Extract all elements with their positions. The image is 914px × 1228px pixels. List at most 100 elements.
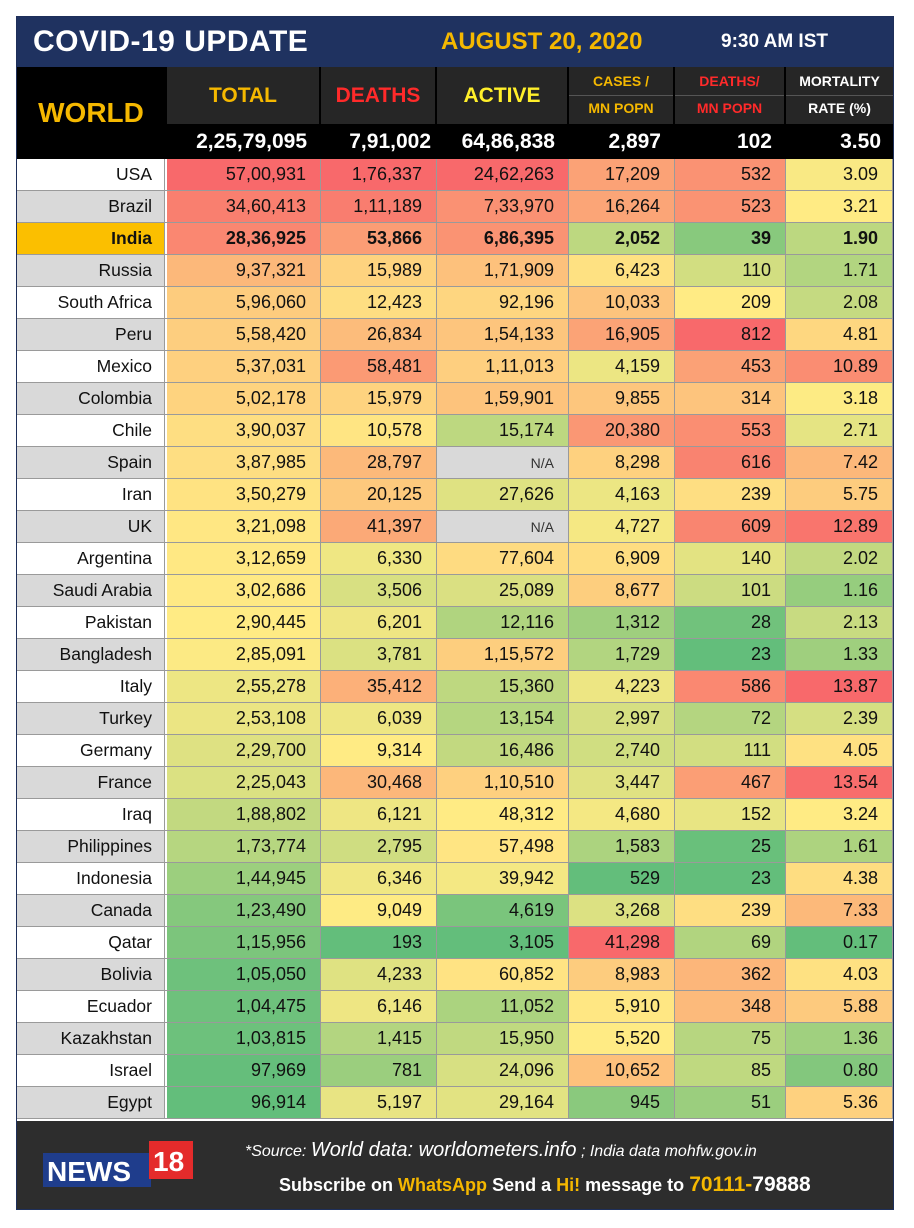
cell-total: 57,00,931: [167, 159, 321, 190]
header-divider: [569, 95, 673, 96]
table-row: Saudi Arabia 3,02,686 3,506 25,089 8,677 101 1…: [17, 575, 893, 607]
report-date: AUGUST 20, 2020: [441, 28, 643, 55]
cell-country: Qatar: [17, 927, 165, 958]
cell-deaths: 6,201: [321, 607, 437, 638]
source-world: World data: worldometers.info: [310, 1139, 577, 1161]
cell-active: 92,196: [437, 287, 569, 318]
cell-country: Mexico: [17, 351, 165, 382]
cell-deaths: 41,397: [321, 511, 437, 542]
cell-total: 1,44,945: [167, 863, 321, 894]
source-note: *Source: World data: worldometers.info ;…: [245, 1139, 757, 1162]
cell-cases-per-mn: 10,652: [569, 1055, 675, 1086]
cell-deaths: 15,989: [321, 255, 437, 286]
cell-total: 2,85,091: [167, 639, 321, 670]
cell-country: Canada: [17, 895, 165, 926]
cell-mortality: 1.33: [786, 639, 893, 670]
world-total-deaths: 7,91,002: [349, 129, 431, 153]
cell-mortality: 4.81: [786, 319, 893, 350]
news18-logo: NEWS 18: [43, 1141, 193, 1187]
cell-total: 2,25,043: [167, 767, 321, 798]
logo-number: 18: [153, 1146, 184, 1177]
cell-cases-per-mn: 16,264: [569, 191, 675, 222]
cell-deaths: 1,76,337: [321, 159, 437, 190]
cell-total: 9,37,321: [167, 255, 321, 286]
cell-country: Germany: [17, 735, 165, 766]
cell-cases-per-mn: 4,223: [569, 671, 675, 702]
cell-total: 1,04,475: [167, 991, 321, 1022]
cell-mortality: 7.42: [786, 447, 893, 478]
table-row: Argentina 3,12,659 6,330 77,604 6,909 140 2.02: [17, 543, 893, 575]
cell-cases-per-mn: 5,910: [569, 991, 675, 1022]
cell-country: Kazakhstan: [17, 1023, 165, 1054]
cell-cases-per-mn: 16,905: [569, 319, 675, 350]
cell-cases-per-mn: 5,520: [569, 1023, 675, 1054]
cell-deaths: 1,11,189: [321, 191, 437, 222]
covid-update-card: COVID-19 UPDATE AUGUST 20, 2020 9:30 AM …: [16, 16, 894, 1210]
cell-cases-per-mn: 529: [569, 863, 675, 894]
cell-country: Spain: [17, 447, 165, 478]
world-deaths-per-mn: 102: [736, 129, 772, 153]
cell-deaths: 2,795: [321, 831, 437, 862]
subscribe-text-1: Subscribe on: [279, 1175, 394, 1195]
cell-country: Peru: [17, 319, 165, 350]
cell-active: 15,950: [437, 1023, 569, 1054]
cell-cases-per-mn: 41,298: [569, 927, 675, 958]
cell-deaths: 53,866: [321, 223, 437, 254]
table-row: Turkey 2,53,108 6,039 13,154 2,997 72 2.39: [17, 703, 893, 735]
cell-cases-per-mn: 4,727: [569, 511, 675, 542]
cell-active: 1,11,013: [437, 351, 569, 382]
footer: NEWS 18 *Source: World data: worldometer…: [17, 1121, 893, 1209]
cell-deaths-per-mn: 209: [675, 287, 786, 318]
table-row: Mexico 5,37,031 58,481 1,11,013 4,159 453 10.8…: [17, 351, 893, 383]
cell-country: Bangladesh: [17, 639, 165, 670]
header-divider: [675, 95, 784, 96]
world-mortality-rate: 3.50: [840, 129, 881, 153]
cell-active: 48,312: [437, 799, 569, 830]
cell-country: Turkey: [17, 703, 165, 734]
cell-deaths: 781: [321, 1055, 437, 1086]
cell-country: Italy: [17, 671, 165, 702]
table-row: Bangladesh 2,85,091 3,781 1,15,572 1,729 23 1.…: [17, 639, 893, 671]
cell-total: 3,87,985: [167, 447, 321, 478]
cell-deaths: 5,197: [321, 1087, 437, 1118]
cell-country: Bolivia: [17, 959, 165, 990]
cell-deaths-per-mn: 467: [675, 767, 786, 798]
cell-total: 3,21,098: [167, 511, 321, 542]
cell-total: 2,53,108: [167, 703, 321, 734]
table-row: Qatar 1,15,956 193 3,105 41,298 69 0.17: [17, 927, 893, 959]
cell-mortality: 2.39: [786, 703, 893, 734]
cell-total: 5,58,420: [167, 319, 321, 350]
column-header-total: TOTAL: [167, 67, 319, 124]
cell-deaths-per-mn: 69: [675, 927, 786, 958]
world-total-cases: 2,25,79,095: [196, 129, 307, 153]
cell-deaths: 9,314: [321, 735, 437, 766]
cell-mortality: 1.16: [786, 575, 893, 606]
table-row: Indonesia 1,44,945 6,346 39,942 529 23 4.38: [17, 863, 893, 895]
cell-deaths-per-mn: 523: [675, 191, 786, 222]
subscribe-text-2: Send a: [492, 1175, 552, 1195]
cell-active: 57,498: [437, 831, 569, 862]
cell-cases-per-mn: 20,380: [569, 415, 675, 446]
cell-mortality: 5.36: [786, 1087, 893, 1118]
table-row: Iran 3,50,279 20,125 27,626 4,163 239 5.75: [17, 479, 893, 511]
world-label: WORLD: [38, 97, 144, 128]
cell-total: 1,05,050: [167, 959, 321, 990]
cell-cases-per-mn: 1,312: [569, 607, 675, 638]
cell-country: Colombia: [17, 383, 165, 414]
cell-total: 34,60,413: [167, 191, 321, 222]
table-row: Iraq 1,88,802 6,121 48,312 4,680 152 3.24: [17, 799, 893, 831]
cell-mortality: 1.71: [786, 255, 893, 286]
cell-deaths: 10,578: [321, 415, 437, 446]
cell-active: 1,71,909: [437, 255, 569, 286]
cell-total: 5,96,060: [167, 287, 321, 318]
cell-mortality: 3.21: [786, 191, 893, 222]
cell-country: Chile: [17, 415, 165, 446]
cell-country: France: [17, 767, 165, 798]
cell-deaths-per-mn: 28: [675, 607, 786, 638]
cell-country: Pakistan: [17, 607, 165, 638]
cell-active: 4,619: [437, 895, 569, 926]
cell-active: 7,33,970: [437, 191, 569, 222]
cell-mortality: 1.90: [786, 223, 893, 254]
page-title: COVID-19 UPDATE: [33, 25, 309, 58]
cell-mortality: 3.09: [786, 159, 893, 190]
